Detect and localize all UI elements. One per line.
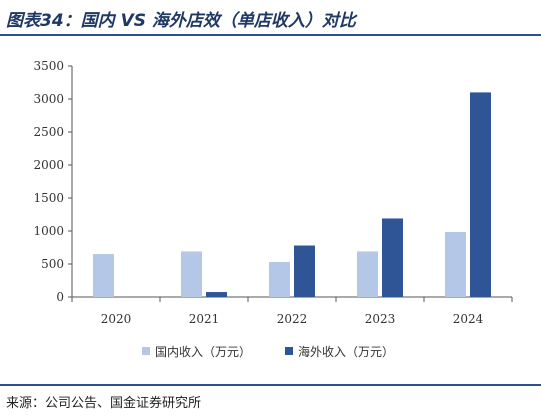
y-tick-label: 1000 (33, 224, 64, 238)
legend-label: 国内收入（万元） (155, 345, 251, 359)
footer-rule (0, 384, 541, 386)
bar-chart: 0 500 1000 1500 2000 2500 3000 3500 2020 2021 2022… (33, 59, 513, 359)
y-tick-label: 3500 (33, 59, 64, 73)
x-tick-label: 2021 (189, 312, 220, 326)
y-tick-label: 500 (41, 257, 64, 271)
bar-overseas-2021 (206, 292, 227, 297)
source-note: 来源：公司公告、国金证券研究所 (6, 396, 202, 411)
y-tick-label: 2000 (33, 158, 64, 172)
bar-overseas-2023 (382, 218, 403, 297)
bar-domestic-2022 (269, 262, 290, 297)
figure-title: 图表34：国内 VS 海外店效（单店收入）对比 (6, 11, 356, 31)
y-tick-label: 0 (56, 290, 64, 304)
legend-label: 海外收入（万元） (298, 344, 394, 359)
legend-swatch (142, 347, 150, 355)
x-tick-label: 2024 (453, 312, 484, 326)
bar-domestic-2024 (445, 231, 466, 297)
bar-overseas-2024 (470, 92, 491, 298)
bar-domestic-2023 (357, 251, 378, 297)
y-tick-label: 3000 (33, 92, 64, 106)
title-rule (0, 34, 541, 36)
bar-domestic-2021 (181, 251, 202, 297)
x-tick-label: 2020 (101, 312, 132, 326)
bar-domestic-2020 (93, 254, 114, 297)
x-tick-label: 2023 (365, 312, 396, 326)
bar-overseas-2022 (294, 245, 315, 297)
y-tick-label: 1500 (33, 191, 64, 205)
x-tick-label: 2022 (277, 312, 308, 326)
legend-swatch (285, 347, 293, 355)
y-tick-label: 2500 (33, 125, 64, 139)
